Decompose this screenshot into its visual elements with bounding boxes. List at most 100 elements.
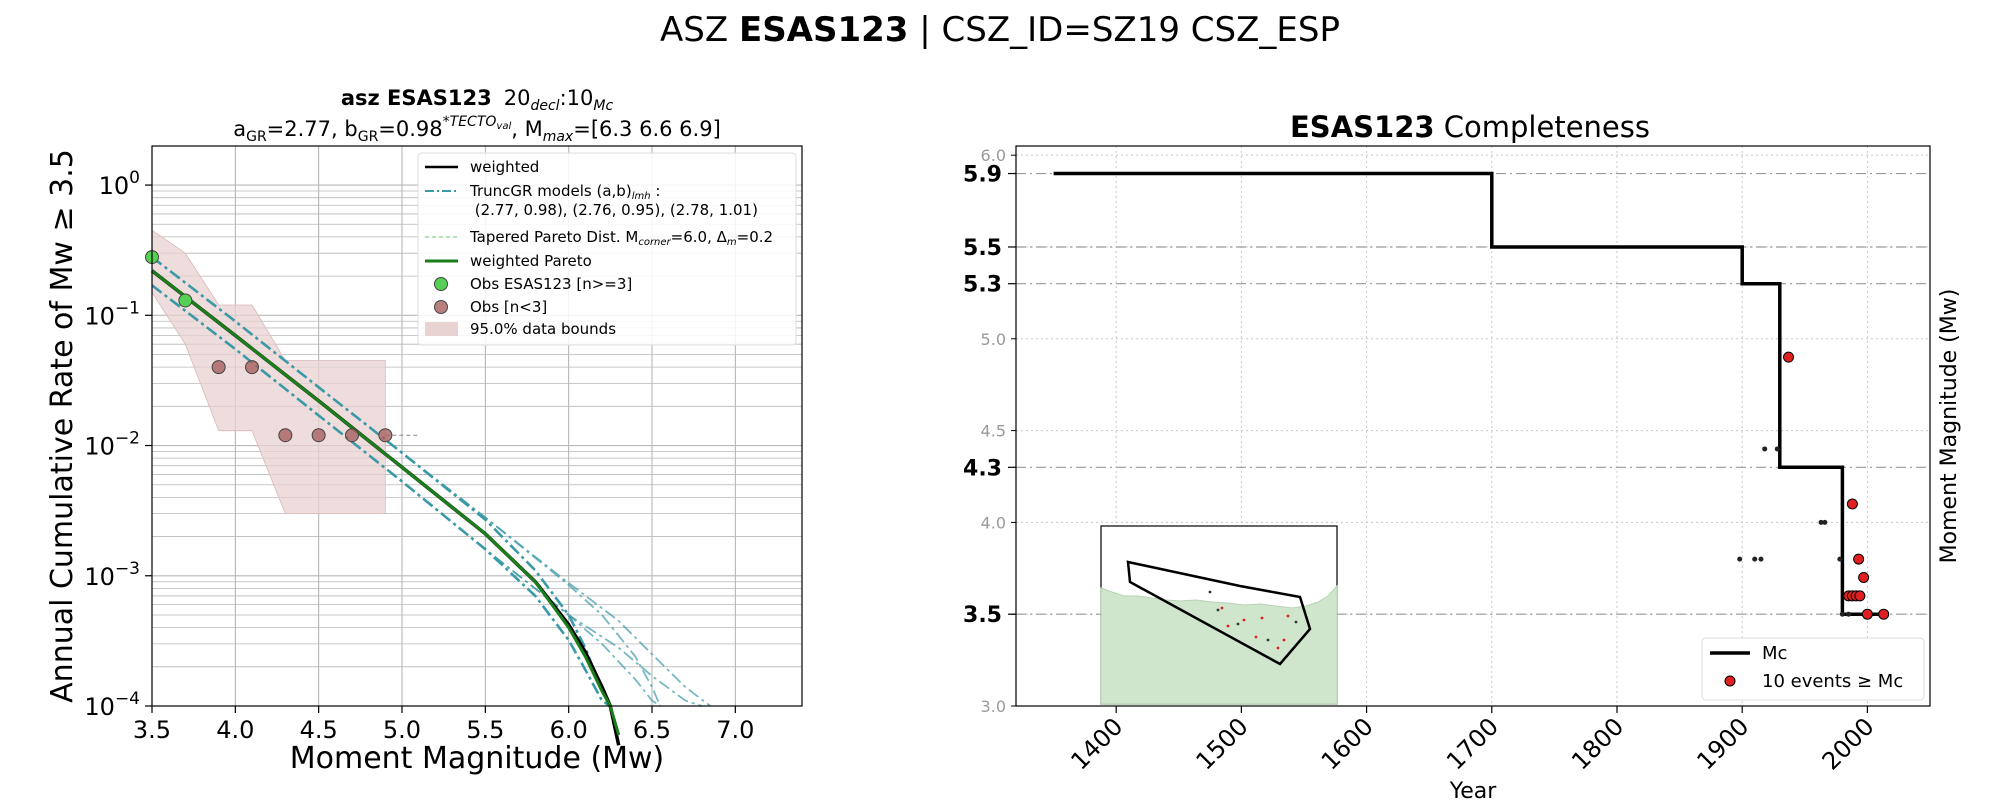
legend-events-label: 10 events ≥ Mc	[1762, 671, 1903, 692]
left-x-tick-label: 6.0	[550, 716, 588, 744]
left-x-axis-label: Moment Magnitude (Mw)	[290, 741, 665, 776]
inset-event-dot	[1220, 606, 1224, 610]
event-above-mc	[1878, 608, 1890, 620]
left-x-tick-label: 7.0	[716, 716, 754, 744]
legend-obs-lt3-swatch	[434, 300, 448, 314]
obs-lt3-point	[278, 428, 293, 443]
right-x-tick-label: 1900	[1691, 712, 1754, 775]
legend-bounds-label: 95.0% data bounds	[470, 320, 616, 338]
left-x-tick-label: 5.0	[383, 716, 421, 744]
left-x-tick-label: 6.5	[633, 716, 671, 744]
left-y-tick-label: 10−4	[84, 689, 140, 721]
event-below-mc	[1762, 446, 1768, 452]
right-x-tick-label: 1600	[1316, 712, 1379, 775]
inset-map-zone-outline	[1126, 560, 1312, 666]
right-x-tick-label: 1400	[1065, 712, 1128, 775]
legend-truncgr-label: TruncGR models (a,b)lmh :	[469, 182, 660, 202]
event-above-mc	[1853, 553, 1865, 565]
event-below-mc	[1822, 519, 1828, 525]
event-above-mc	[1861, 608, 1873, 620]
inset-event-dot	[1208, 590, 1212, 594]
right-y-major-tick-label: 5.9	[963, 163, 1002, 188]
event-below-mc	[1837, 556, 1843, 562]
left-chart-title-line2: aGR=2.77, bGR=0.98*TECTOval, Mmax=[6.3 6…	[233, 114, 721, 145]
inset-event-dot	[1216, 608, 1220, 612]
page-title: ASZ ESAS123 | CSZ_ID=SZ19 CSZ_ESP	[660, 10, 1340, 50]
obs-n3-point	[178, 293, 193, 308]
event-below-mc	[1846, 611, 1852, 617]
obs-lt3-point	[345, 428, 359, 443]
right-y-major-tick-label: 4.3	[963, 456, 1002, 481]
event-below-mc	[1737, 556, 1743, 562]
right-y-tick-label: 4.0	[981, 513, 1006, 532]
data-bounds-polygon	[151, 229, 386, 514]
right-y-axis-label: Moment Magnitude (Mw)	[1937, 289, 1962, 564]
inset-event-dot	[1276, 646, 1280, 650]
truncgr-line	[151, 284, 612, 708]
event-above-mc	[1783, 351, 1795, 363]
right-y-major-tick-label: 5.5	[963, 236, 1002, 261]
left-x-tick-label: 5.5	[466, 716, 504, 744]
legend-weighted-label: weighted	[470, 158, 539, 176]
right-y-tick-label: 5.0	[981, 330, 1006, 349]
right-x-tick-label: 1700	[1441, 712, 1504, 775]
inset-event-dot	[1294, 620, 1298, 624]
left-y-tick-label: 10−2	[84, 429, 140, 461]
weighted-pareto-line	[151, 269, 621, 736]
right-y-ticks: 3.0 4.0 4.5 5.0 6.0 3.5 4.3 5.3 5.5 5.9	[963, 146, 1016, 716]
legend-obs-lt3-label: Obs [n<3]	[470, 298, 547, 316]
left-x-tick-label: 3.5	[133, 716, 171, 744]
left-plot-frame	[151, 145, 803, 707]
left-x-tick-label: 4.5	[300, 716, 338, 744]
right-y-major-tick-label: 5.3	[963, 273, 1002, 298]
legend-obs-n3-swatch	[434, 277, 448, 291]
right-legend: Mc 10 events ≥ Mc	[1701, 637, 1925, 701]
inset-event-dot	[1226, 624, 1230, 628]
inset-map-events	[1208, 590, 1298, 650]
right-y-tick-label: 6.0	[981, 146, 1006, 165]
truncgr-line	[151, 256, 711, 707]
left-y-ticks: 10−4 10−3 10−2 10−1 100	[84, 168, 152, 721]
event-above-mc	[1846, 498, 1858, 510]
inset-event-dot	[1242, 618, 1246, 622]
right-y-tick-label: 3.0	[981, 697, 1006, 716]
right-x-tick-label: 1800	[1566, 712, 1629, 775]
left-y-axis-label: Annual Cumulative Rate of Mw ≥ 3.5	[45, 149, 80, 703]
mc-step-line	[1053, 171, 1887, 616]
inset-event-dot	[1236, 622, 1240, 626]
inset-event-dot	[1254, 635, 1258, 639]
legend-tapered-label: Tapered Pareto Dist. Mcorner=6.0, Δm=0.2	[469, 228, 773, 248]
legend-mc-label: Mc	[1762, 643, 1787, 664]
left-y-tick-label: 10−3	[84, 559, 140, 591]
right-y-major-tick-label: 3.5	[963, 603, 1002, 628]
inset-map	[1100, 525, 1338, 705]
event-below-mc	[1818, 519, 1824, 525]
event-below-mc	[1752, 556, 1758, 562]
right-x-tick-label: 1500	[1191, 712, 1254, 775]
legend-truncgr-values: (2.77, 0.98), (2.76, 0.95), (2.78, 1.01)	[470, 201, 758, 219]
event-above-mc	[1858, 571, 1870, 583]
right-x-tick-label: 2000	[1817, 712, 1880, 775]
data-bounds-area	[151, 229, 386, 514]
left-chart-title-line1: asz ESAS123 20decl:10Mc	[341, 86, 614, 114]
legend-events-swatch	[1724, 675, 1736, 687]
obs-lt3-point	[211, 360, 226, 375]
right-chart-title: ESAS123 Completeness	[1290, 110, 1650, 144]
left-y-tick-label: 100	[99, 168, 140, 200]
right-x-axis-label: Year	[1449, 779, 1498, 800]
inset-event-dot	[1266, 638, 1270, 642]
legend-bounds-swatch	[425, 322, 458, 336]
legend-obs-n3-label: Obs ESAS123 [n>=3]	[470, 275, 632, 293]
event-below-mc	[1774, 446, 1780, 452]
right-x-ticks: 1400 1500 1600 1700 1800 1900 2000	[1065, 706, 1880, 775]
left-x-tick-label: 4.0	[216, 716, 254, 744]
right-plot-frame	[1015, 145, 1931, 707]
model-lines	[150, 256, 711, 746]
event-below-mc	[1839, 611, 1845, 617]
obs-lt3-point	[245, 360, 259, 375]
inset-event-dot	[1282, 638, 1286, 642]
truncgr-line	[151, 284, 703, 707]
obs-lt3-point	[378, 428, 393, 443]
left-x-ticks: 3.5 4.0 4.5 5.0 5.5 6.0 6.5 7.0	[133, 706, 754, 744]
